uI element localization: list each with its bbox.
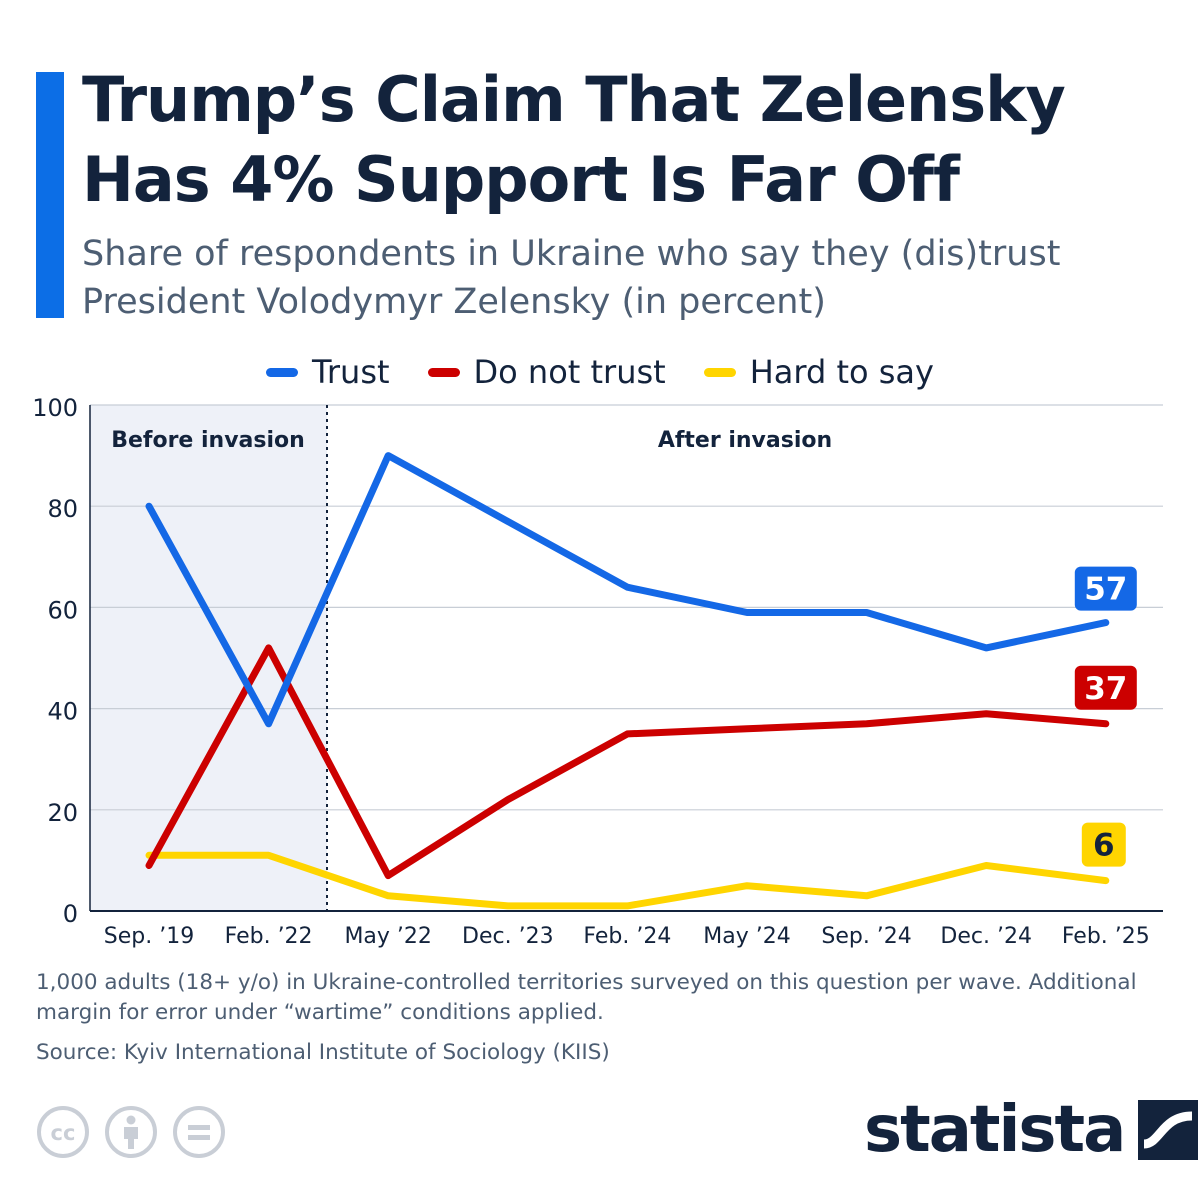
- end-label-distrust: 37: [1084, 671, 1127, 707]
- x-tick-label: Dec. ’24: [940, 924, 1032, 949]
- legend-item-trust: Trust: [266, 353, 390, 391]
- end-label-badge-distrust: [1074, 665, 1137, 710]
- end-label-hard: 6: [1093, 828, 1115, 864]
- legend-item-hard-to-say: Hard to say: [703, 353, 934, 391]
- x-tick-label: Feb. ’22: [225, 924, 313, 949]
- x-tick-label: Sep. ’19: [104, 924, 194, 949]
- x-tick-label: Feb. ’24: [583, 924, 671, 949]
- source-note: Source: Kyiv International Institute of …: [36, 1040, 610, 1065]
- legend-swatch-hard-to-say: [703, 367, 736, 377]
- series-line-hard: [145, 851, 1110, 910]
- legend-item-do-not-trust: Do not trust: [427, 353, 666, 391]
- legend-swatch-do-not-trust: [427, 367, 460, 377]
- y-tick-label: 20: [47, 799, 78, 827]
- end-label-badge-hard: [1081, 822, 1126, 867]
- line-chart: 0 20 40 60 80 100 Before invasion After invasio…: [32, 394, 1163, 949]
- no-derivatives-icon[interactable]: [172, 1105, 226, 1159]
- legend-label-do-not-trust: Do not trust: [473, 353, 666, 391]
- chart-title: Trump’s Claim That Zelensky Has 4% Suppo…: [82, 63, 1066, 216]
- series-line-trust: [145, 452, 1110, 728]
- y-tick-label: 100: [32, 394, 78, 422]
- x-tick-label: May ’24: [703, 924, 790, 949]
- after-invasion-label: After invasion: [658, 428, 832, 453]
- before-invasion-region: [90, 405, 327, 911]
- legend-label-trust: Trust: [312, 353, 390, 391]
- before-invasion-label: Before invasion: [111, 428, 305, 453]
- statista-logo-icon: [1138, 1100, 1199, 1160]
- y-tick-label: 80: [47, 495, 78, 523]
- end-label-badge-trust: [1074, 566, 1137, 611]
- y-tick-label: 40: [47, 698, 78, 726]
- svg-text:cc: cc: [51, 1121, 76, 1145]
- x-tick-label: Feb. ’25: [1062, 924, 1150, 949]
- cc-icon[interactable]: cc: [36, 1105, 90, 1159]
- x-tick-label: May ’22: [344, 924, 431, 949]
- chart-subtitle: Share of respondents in Ukraine who say …: [82, 234, 1061, 322]
- series-line-distrust: [145, 644, 1110, 880]
- x-tick-label: Dec. ’23: [462, 924, 554, 949]
- legend: Trust Do not trust Hard to say: [0, 350, 1200, 394]
- attribution-icon[interactable]: [104, 1105, 158, 1159]
- x-tick-label: Sep. ’24: [821, 924, 911, 949]
- title-accent-bar: [36, 72, 64, 318]
- footnote: 1,000 adults (18+ y/o) in Ukraine-contro…: [36, 970, 1137, 1025]
- legend-swatch-trust: [266, 367, 299, 377]
- license-icons: cc: [36, 1105, 226, 1159]
- statista-wordmark: statista: [864, 1093, 1126, 1167]
- y-tick-label: 60: [47, 596, 78, 624]
- y-tick-label: 0: [63, 900, 78, 928]
- legend-label-hard-to-say: Hard to say: [749, 353, 934, 391]
- end-label-trust: 57: [1084, 572, 1127, 608]
- statista-brand[interactable]: statista: [864, 1093, 1199, 1167]
